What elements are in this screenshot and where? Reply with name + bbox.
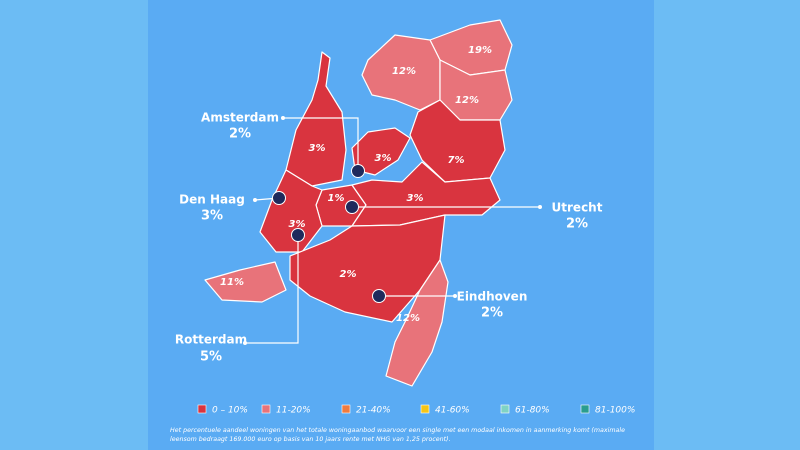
leader-end xyxy=(253,198,257,202)
region-label: 12% xyxy=(396,313,420,324)
leader-end xyxy=(243,341,247,345)
legend-label: 21-40% xyxy=(356,406,391,416)
city-name: Amsterdam xyxy=(201,111,279,125)
region xyxy=(204,261,287,303)
leader-end xyxy=(538,205,542,209)
legend-swatch xyxy=(420,404,430,414)
region-label: 1% xyxy=(328,193,345,204)
region-label: 2% xyxy=(340,269,357,280)
region xyxy=(409,99,506,183)
city-value: 3% xyxy=(201,209,223,224)
region-label: 12% xyxy=(392,66,416,77)
legend-swatch xyxy=(580,404,590,414)
city-dot xyxy=(345,200,359,214)
city-value: 2% xyxy=(566,217,588,232)
footnote: leensom bedraagt 169.000 euro op basis v… xyxy=(170,435,451,443)
footnote: Het percentuele aandeel woningen van het… xyxy=(170,426,625,434)
leader-end xyxy=(281,116,285,120)
leader-line xyxy=(283,117,359,171)
region xyxy=(385,259,449,387)
legend-label: 11-20% xyxy=(276,406,311,416)
region xyxy=(285,51,347,187)
region-label: 12% xyxy=(455,95,479,106)
legend-swatch xyxy=(261,404,271,414)
legend-swatch xyxy=(197,404,207,414)
legend-swatch xyxy=(341,404,351,414)
legend-label: 0 – 10% xyxy=(212,406,248,416)
leader-end xyxy=(453,294,457,298)
region-label: 3% xyxy=(375,153,392,164)
city-dot xyxy=(372,289,386,303)
overlay: 19% 12% 12% 7% 3% 3% 1% 3% 3% 11% 2% 12% Amsterdam 2%… xyxy=(170,45,635,443)
city-dot xyxy=(351,164,365,178)
region-label: 19% xyxy=(468,45,492,56)
city-value: 2% xyxy=(481,306,503,321)
legend-label: 81-100% xyxy=(595,406,635,416)
legend-label: 41-60% xyxy=(435,406,470,416)
city-dot xyxy=(272,191,286,205)
city-name: Eindhoven xyxy=(457,290,528,304)
city-value: 2% xyxy=(229,127,251,142)
city-value: 5% xyxy=(200,350,222,365)
city-name: Utrecht xyxy=(552,201,603,215)
city-name: Rotterdam xyxy=(175,333,247,347)
region-label: 3% xyxy=(309,143,326,154)
region-label: 11% xyxy=(220,277,244,288)
leader-line xyxy=(245,235,299,344)
city-name: Den Haag xyxy=(179,193,245,207)
legend-label: 61-80% xyxy=(515,406,550,416)
city-dot xyxy=(291,228,305,242)
region-label: 7% xyxy=(448,155,465,166)
region-label: 3% xyxy=(289,219,306,230)
map xyxy=(204,19,513,387)
region xyxy=(259,169,323,253)
region-label: 3% xyxy=(407,193,424,204)
legend-swatch xyxy=(500,404,510,414)
